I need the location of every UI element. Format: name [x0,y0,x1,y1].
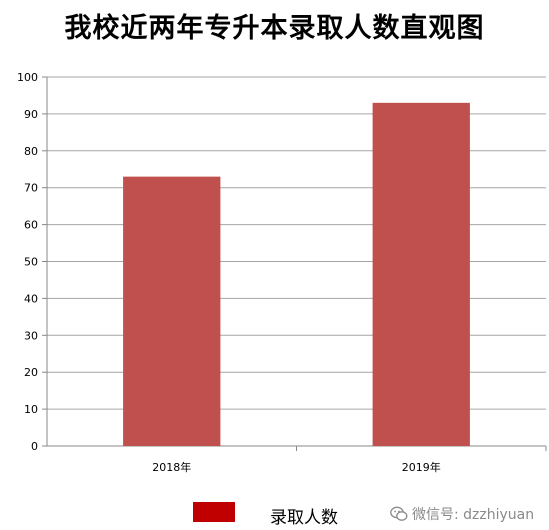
legend-label: 录取人数 [270,508,338,528]
y-tick-label: 10 [24,403,38,416]
watermark-text: 微信号: dzzhiyuan [412,507,535,523]
x-tick-labels: 2018年 2019年 [152,460,441,474]
bar-chart: 0 10 20 30 40 50 60 70 80 90 100 2018年 2019年 [17,71,547,474]
y-tick-label: 40 [24,292,38,305]
y-tick-label: 60 [24,219,38,232]
bar [372,102,470,446]
y-tick-label: 20 [24,366,38,379]
y-tick-label: 0 [31,440,38,453]
y-tick-label: 100 [17,71,38,84]
x-tick-label: 2019年 [402,460,441,474]
y-tick-label: 80 [24,145,38,158]
y-tick-label: 50 [24,256,38,269]
gridlines [47,76,546,410]
watermark: 微信号: dzzhiyuan [390,504,534,524]
y-tick-label: 90 [24,108,38,121]
y-tick-label: 30 [24,329,38,342]
legend-swatch [193,502,235,522]
axes [42,76,547,451]
bars [123,102,470,446]
bar [123,176,221,446]
y-tick-label: 70 [24,182,38,195]
x-tick-label: 2018年 [152,460,191,474]
y-tick-labels: 0 10 20 30 40 50 60 70 80 90 100 [17,71,38,453]
wechat-icon [390,506,408,521]
chart-title: 我校近两年专升本录取人数直观图 [64,13,485,44]
